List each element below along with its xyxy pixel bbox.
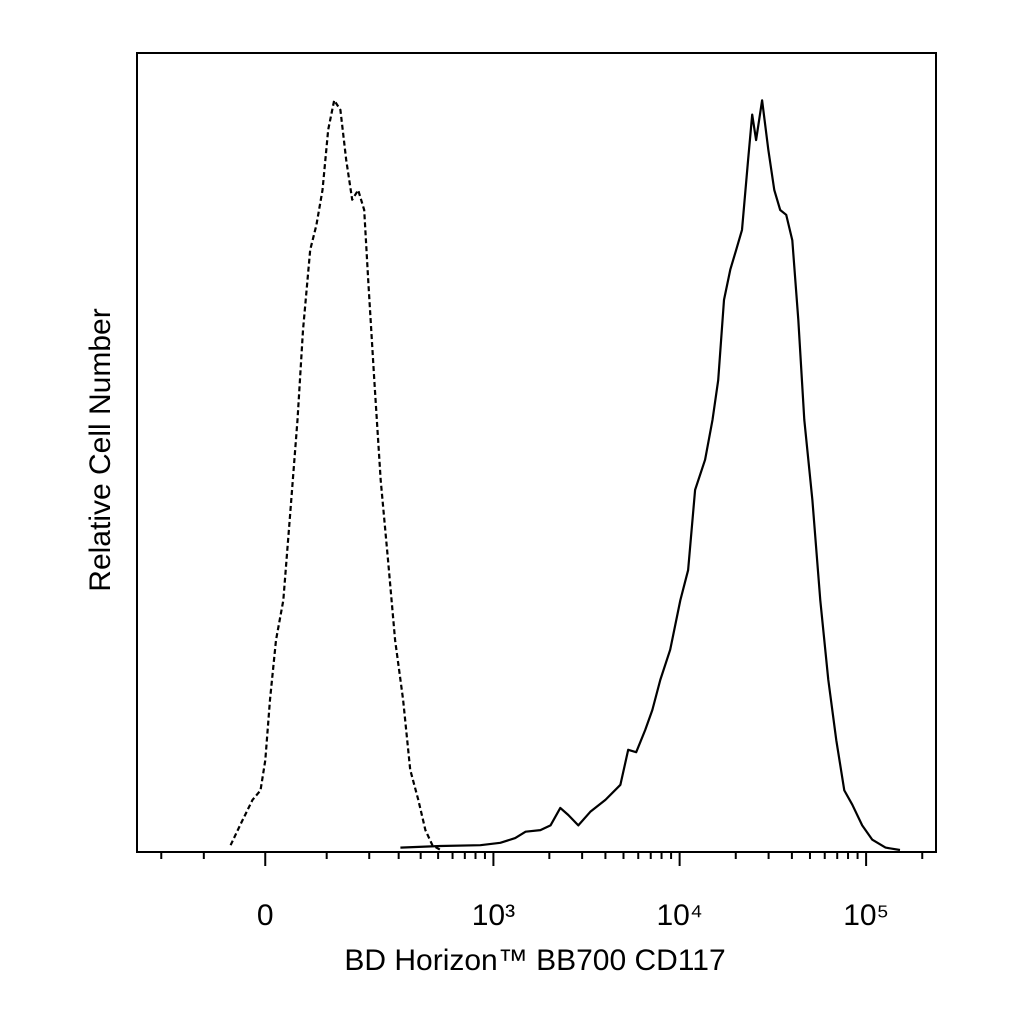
x-tick-label: 10⁵	[843, 899, 889, 932]
y-axis-title: Relative Cell Number	[84, 308, 117, 591]
x-tick-label: 10⁴	[656, 899, 702, 932]
x-tick-label: 0	[257, 899, 274, 932]
x-tick-label: 10³	[472, 899, 515, 932]
x-axis-title: BD Horizon™ BB700 CD117	[344, 944, 725, 977]
histogram-line	[400, 99, 901, 852]
plot-frame	[136, 52, 937, 853]
histogram-line	[229, 99, 442, 851]
